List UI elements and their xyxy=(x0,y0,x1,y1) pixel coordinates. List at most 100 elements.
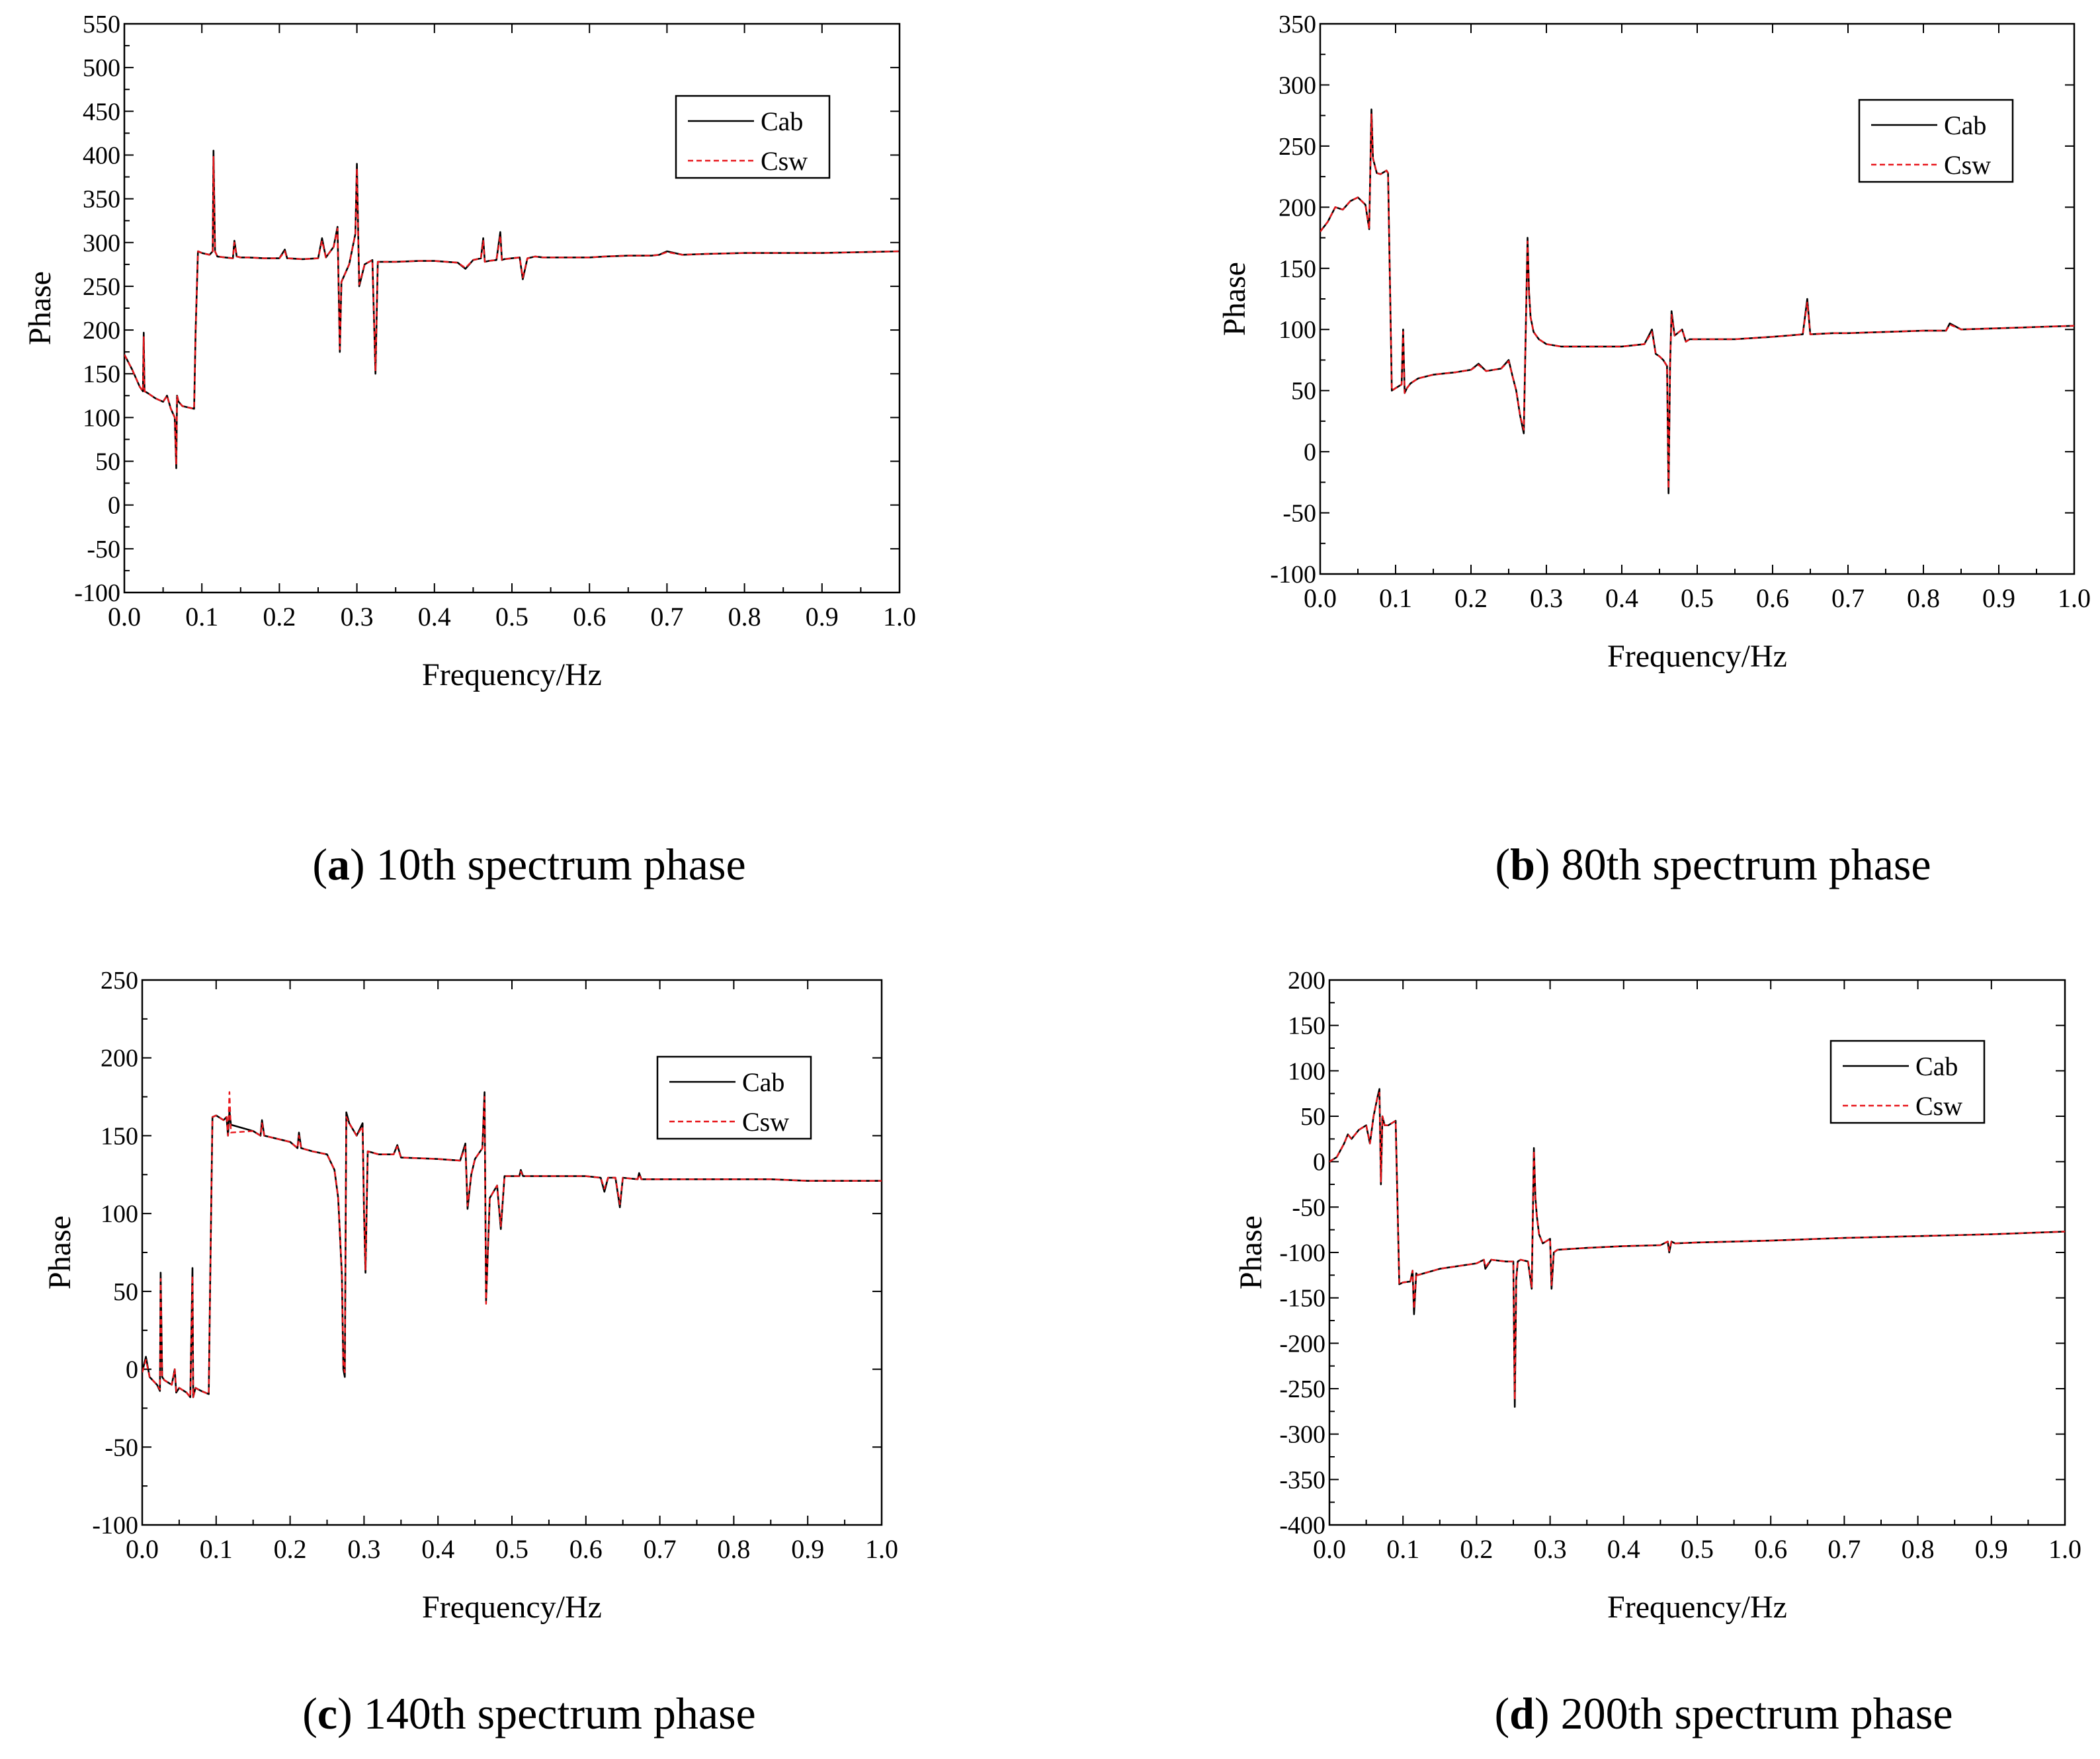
y-tick-label: 50 xyxy=(1300,1103,1325,1131)
x-tick-label: 0.1 xyxy=(185,602,218,632)
legend-box xyxy=(656,1055,812,1140)
y-tick-label: 50 xyxy=(113,1278,138,1306)
y-tick-label: 0 xyxy=(1313,1149,1325,1176)
y-tick-label: 300 xyxy=(83,229,120,257)
y-tick-label: 0 xyxy=(126,1356,138,1384)
y-tick-label: -50 xyxy=(1282,500,1316,528)
y-tick-label: 150 xyxy=(101,1122,138,1150)
legend: Cab Csw xyxy=(1858,99,2014,183)
x-tick-label: 0.3 xyxy=(347,1534,380,1564)
chart-panel-d: 0.0 0.1 0.2 0.3 0.4 0.5 0.6 0.7 0.8 0.9 1.0 -400 -35… xyxy=(1234,967,2081,1739)
y-tick-label: 200 xyxy=(101,1045,138,1073)
legend-label-csw: Csw xyxy=(761,146,808,176)
x-tick-label: 0.6 xyxy=(573,602,606,632)
y-tick-label: 450 xyxy=(83,98,120,126)
x-tick-label: 0.6 xyxy=(569,1534,603,1564)
y-axis-label: Phase xyxy=(42,1215,77,1289)
y-axis-label: Phase xyxy=(22,271,58,345)
y-tick-label: 400 xyxy=(83,142,120,169)
x-tick-label: 0.5 xyxy=(1681,583,1714,613)
y-tick-label: -100 xyxy=(92,1512,138,1539)
series-line-csw xyxy=(142,1091,882,1399)
y-tick-label: 50 xyxy=(1291,378,1316,405)
chart-caption: (b) 80th spectrum phase xyxy=(1495,839,1931,889)
x-tick-label: 0.2 xyxy=(1454,583,1488,613)
x-tick-label: 0.5 xyxy=(495,602,528,632)
x-tick-label: 0.9 xyxy=(1975,1534,2008,1564)
x-tick-label: 0.4 xyxy=(421,1534,454,1564)
caption-text: ) 10th spectrum phase xyxy=(350,839,746,889)
x-tick-label: 0.9 xyxy=(1982,583,2015,613)
y-tick-label: 200 xyxy=(1279,194,1316,222)
x-tick-label: 0.0 xyxy=(108,602,141,632)
y-tick-label: 0 xyxy=(1304,438,1316,466)
y-tick-label: 150 xyxy=(1288,1012,1325,1040)
y-tick-label: -400 xyxy=(1279,1512,1325,1539)
y-tick-label: 50 xyxy=(95,448,120,476)
y-tick-label: -300 xyxy=(1279,1421,1325,1449)
x-tick-label: 0.2 xyxy=(1460,1534,1493,1564)
caption-letter: a xyxy=(327,839,350,889)
x-tick-label: 0.2 xyxy=(263,602,296,632)
caption-text: ) 200th spectrum phase xyxy=(1534,1688,1953,1739)
legend: Cab Csw xyxy=(1829,1040,1986,1124)
y-tick-label: 100 xyxy=(83,404,120,432)
x-tick-label: 1.0 xyxy=(2058,583,2091,613)
y-tick-label: -100 xyxy=(1279,1239,1325,1267)
legend: Cab Csw xyxy=(656,1055,812,1140)
legend-label-cab: Cab xyxy=(1915,1051,1958,1081)
x-tick-label: 0.7 xyxy=(1827,1534,1861,1564)
x-tick-label: 0.1 xyxy=(1386,1534,1419,1564)
y-tick-label: 500 xyxy=(83,54,120,82)
x-tick-label: 0.8 xyxy=(1902,1534,1935,1564)
y-tick-label: -50 xyxy=(1292,1194,1325,1221)
caption-open-paren: ( xyxy=(1495,839,1510,889)
x-tick-label: 0.3 xyxy=(1530,583,1563,613)
y-tick-label: -50 xyxy=(105,1434,138,1461)
x-tick-label: 0.1 xyxy=(200,1534,233,1564)
caption-letter: d xyxy=(1509,1688,1534,1739)
x-tick-label: 0.0 xyxy=(1313,1534,1346,1564)
y-tick-label: 200 xyxy=(1288,967,1325,995)
legend: Cab Csw xyxy=(675,95,831,179)
y-tick-label: -350 xyxy=(1279,1466,1325,1494)
x-tick-label: 0.9 xyxy=(791,1534,824,1564)
x-tick-label: 0.3 xyxy=(1534,1534,1567,1564)
x-tick-label: 0.4 xyxy=(1605,583,1638,613)
x-tick-label: 0.6 xyxy=(1756,583,1789,613)
legend-box xyxy=(1858,99,2014,183)
x-tick-label: 0.8 xyxy=(1907,583,1940,613)
x-tick-label: 0.7 xyxy=(1831,583,1865,613)
legend-label-cab: Cab xyxy=(761,106,803,136)
chart-caption: (d) 200th spectrum phase xyxy=(1494,1688,1953,1739)
x-tick-label: 0.0 xyxy=(126,1534,159,1564)
y-tick-label: -200 xyxy=(1279,1330,1325,1358)
x-axis-label: Frequency/Hz xyxy=(1607,639,1787,674)
caption-text: ) 140th spectrum phase xyxy=(337,1688,756,1739)
chart-panel-b: 0.0 0.1 0.2 0.3 0.4 0.5 0.6 0.7 0.8 0.9 1.0 -100 -50… xyxy=(1217,11,2091,889)
x-tick-label: 0.5 xyxy=(1681,1534,1714,1564)
legend-label-csw: Csw xyxy=(1915,1091,1962,1121)
x-tick-label: 0.3 xyxy=(341,602,374,632)
x-tick-label: 0.6 xyxy=(1754,1534,1787,1564)
x-tick-label: 0.8 xyxy=(717,1534,750,1564)
legend-box xyxy=(675,95,831,179)
series-line-csw xyxy=(1329,1092,2065,1401)
x-tick-label: 1.0 xyxy=(883,602,916,632)
legend-box xyxy=(1829,1040,1986,1124)
x-tick-label: 0.8 xyxy=(728,602,761,632)
x-tick-label: 0.0 xyxy=(1304,583,1337,613)
chart-panel-a: 0.0 0.1 0.2 0.3 0.4 0.5 0.6 0.7 0.8 0.9 1.0 -100 -50… xyxy=(22,11,916,889)
x-tick-label: 1.0 xyxy=(865,1534,898,1564)
y-tick-label: 100 xyxy=(101,1200,138,1228)
x-tick-label: 0.4 xyxy=(1607,1534,1640,1564)
x-tick-label: 0.7 xyxy=(650,602,683,632)
caption-open-paren: ( xyxy=(312,839,327,889)
chart-caption: (a) 10th spectrum phase xyxy=(312,839,745,889)
y-axis-label: Phase xyxy=(1217,262,1252,336)
chart-caption: (c) 140th spectrum phase xyxy=(302,1688,755,1739)
caption-open-paren: ( xyxy=(302,1688,317,1739)
y-tick-label: 350 xyxy=(1279,11,1316,38)
